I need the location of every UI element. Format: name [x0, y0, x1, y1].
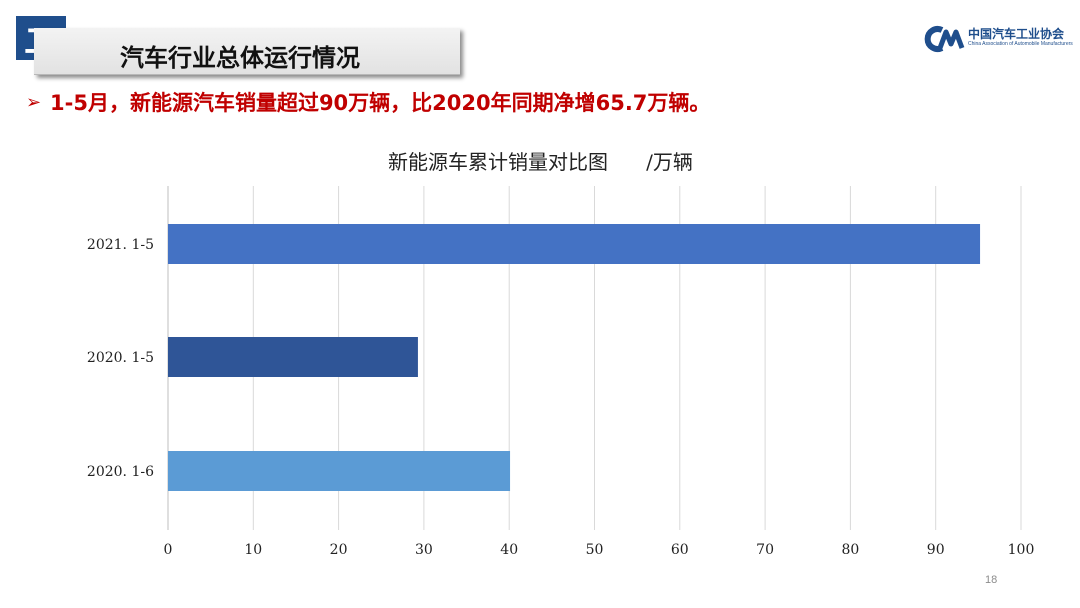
bar [168, 224, 981, 264]
caam-logo: 中国汽车工业协会 China Association of Automobile… [922, 24, 1077, 54]
x-tick-label: 20 [330, 542, 348, 558]
x-tick-label: 70 [756, 542, 774, 558]
x-tick-labels: 0 10 20 30 40 50 60 70 80 90 100 [164, 542, 1035, 558]
logo-name-en: China Association of Automobile Manufact… [968, 41, 1073, 47]
x-tick-label: 80 [841, 542, 859, 558]
category-labels: 2021. 1-5 2020. 1-5 2020. 1-6 [87, 237, 154, 480]
logo-name-cn: 中国汽车工业协会 [968, 27, 1065, 41]
section-title: 汽车行业总体运行情况 [120, 44, 360, 72]
x-tick-label: 60 [671, 542, 689, 558]
category-label: 2020. 1-6 [87, 464, 154, 480]
x-tick-label: 90 [927, 542, 945, 558]
chart-title: 新能源车累计销量对比图 /万辆 [388, 150, 693, 174]
bar [168, 337, 418, 377]
category-label: 2021. 1-5 [87, 237, 154, 253]
section-title-banner [34, 28, 460, 75]
x-tick-label: 10 [244, 542, 262, 558]
category-label: 2020. 1-5 [87, 350, 154, 366]
x-tick-label: 50 [586, 542, 604, 558]
x-tick-label: 40 [500, 542, 518, 558]
bullet-arrow-icon: ➢ [26, 92, 42, 113]
caam-logo-icon [924, 26, 965, 52]
page-number: 18 [985, 574, 998, 586]
bar [168, 451, 511, 491]
x-tick-label: 30 [415, 542, 433, 558]
x-tick-label: 100 [1008, 542, 1035, 558]
headline-text: 1-5月，新能源汽车销量超过90万辆，比2020年同期净增65.7万辆。 [50, 91, 711, 115]
x-tick-label: 0 [164, 542, 173, 558]
chart-bars [168, 224, 981, 491]
